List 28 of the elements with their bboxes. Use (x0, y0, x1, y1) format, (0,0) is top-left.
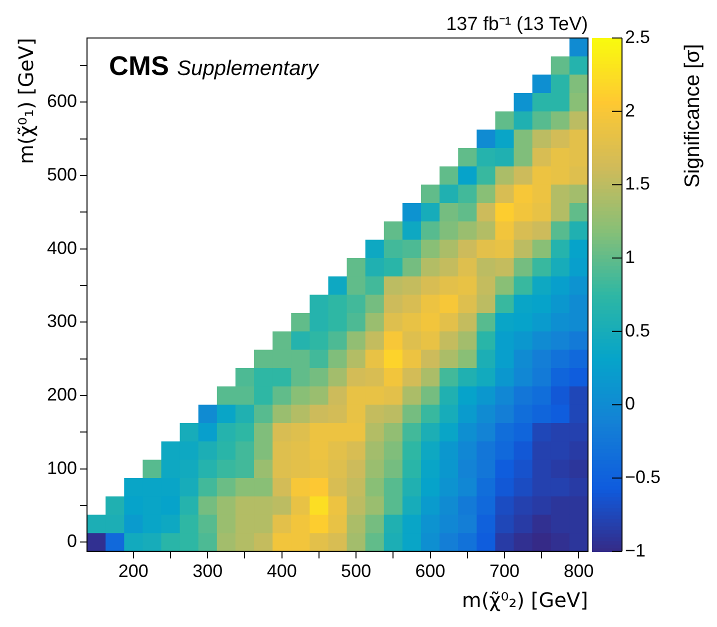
color-bar-label: 0.5 (625, 320, 650, 340)
y-tick-label: 300 (46, 311, 78, 332)
y-tick-label: 100 (46, 458, 78, 478)
color-bar-label: 1.5 (625, 174, 650, 194)
y-tick-label: 200 (46, 384, 78, 405)
x-tick-label: 300 (192, 561, 223, 582)
y-tick-label: 0 (67, 531, 78, 552)
text: CMS (109, 51, 170, 81)
x-tick-label: 500 (341, 561, 372, 582)
x-tick-label: 700 (489, 561, 520, 582)
y-tick-label: 600 (46, 91, 78, 112)
color-bar-label: 1 (625, 246, 636, 267)
color-bar-label: −1 (625, 540, 646, 560)
y-tick-label: 500 (46, 164, 78, 184)
color-bar-label: −0.5 (625, 467, 661, 488)
x-tick-label: 600 (415, 561, 446, 582)
text: Supplementary (177, 57, 320, 80)
x-tick-label: 800 (564, 561, 594, 582)
color-bar-label: 2.5 (625, 26, 650, 47)
x-tick-label: 200 (118, 561, 148, 582)
y-axis-title: m(χ̃⁰₁) [GeV] (14, 38, 38, 164)
color-bar-label: 2 (625, 100, 636, 120)
text: 137 fb⁻¹ (13 TeV) (446, 14, 588, 35)
x-tick-label: 400 (266, 561, 297, 582)
x-axis-title: m(χ̃⁰₂) [GeV] (462, 588, 588, 612)
color-bar-label: 0 (625, 394, 636, 414)
color-bar-title: Significance [σ] (680, 44, 704, 188)
y-tick-label: 400 (46, 238, 78, 258)
